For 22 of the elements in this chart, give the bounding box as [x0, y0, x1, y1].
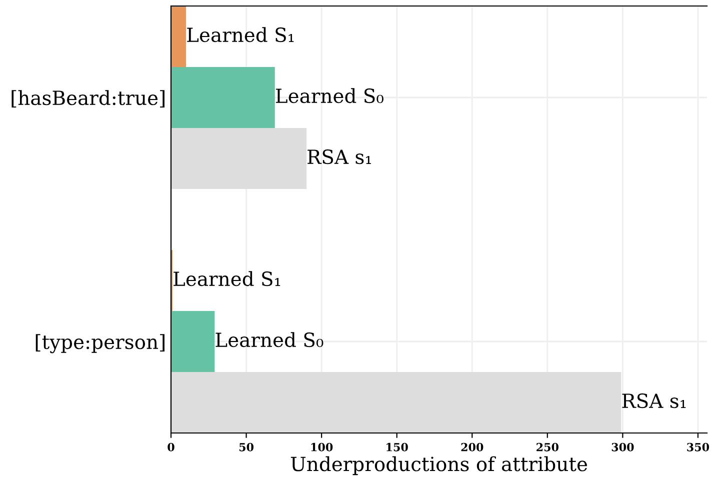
text: RSA s₁	[308, 149, 371, 164]
x-tick-label: 150	[386, 442, 408, 452]
bar	[171, 311, 215, 372]
x-tick-label: 350	[687, 442, 710, 452]
x-tick-label: 200	[461, 442, 484, 452]
series-label: Learned S₁	[187, 27, 294, 42]
series-label: Learned S₀	[276, 88, 384, 104]
bar	[171, 128, 307, 189]
y-tick-label: [type:person]	[36, 334, 164, 354]
bar	[171, 6, 186, 67]
x-axis-title: Underproductions of attribute	[290, 456, 588, 476]
y-tick-label: [hasBeard:true]	[12, 90, 164, 108]
x-tick-label: 300	[612, 442, 634, 452]
text: Learned S₁	[174, 271, 280, 286]
bar	[171, 372, 622, 433]
x-tick-label: 100	[311, 442, 333, 452]
x-tick-label: 50	[239, 442, 254, 452]
bar	[171, 67, 275, 128]
x-tick-label: 250	[536, 442, 558, 452]
text: Learned S₀	[216, 332, 324, 348]
series-label: RSA s₁	[622, 393, 686, 408]
x-tick-label: 0	[168, 442, 174, 452]
